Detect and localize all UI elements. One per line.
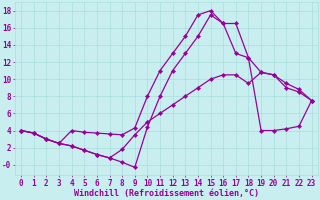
X-axis label: Windchill (Refroidissement éolien,°C): Windchill (Refroidissement éolien,°C) [74,189,259,198]
